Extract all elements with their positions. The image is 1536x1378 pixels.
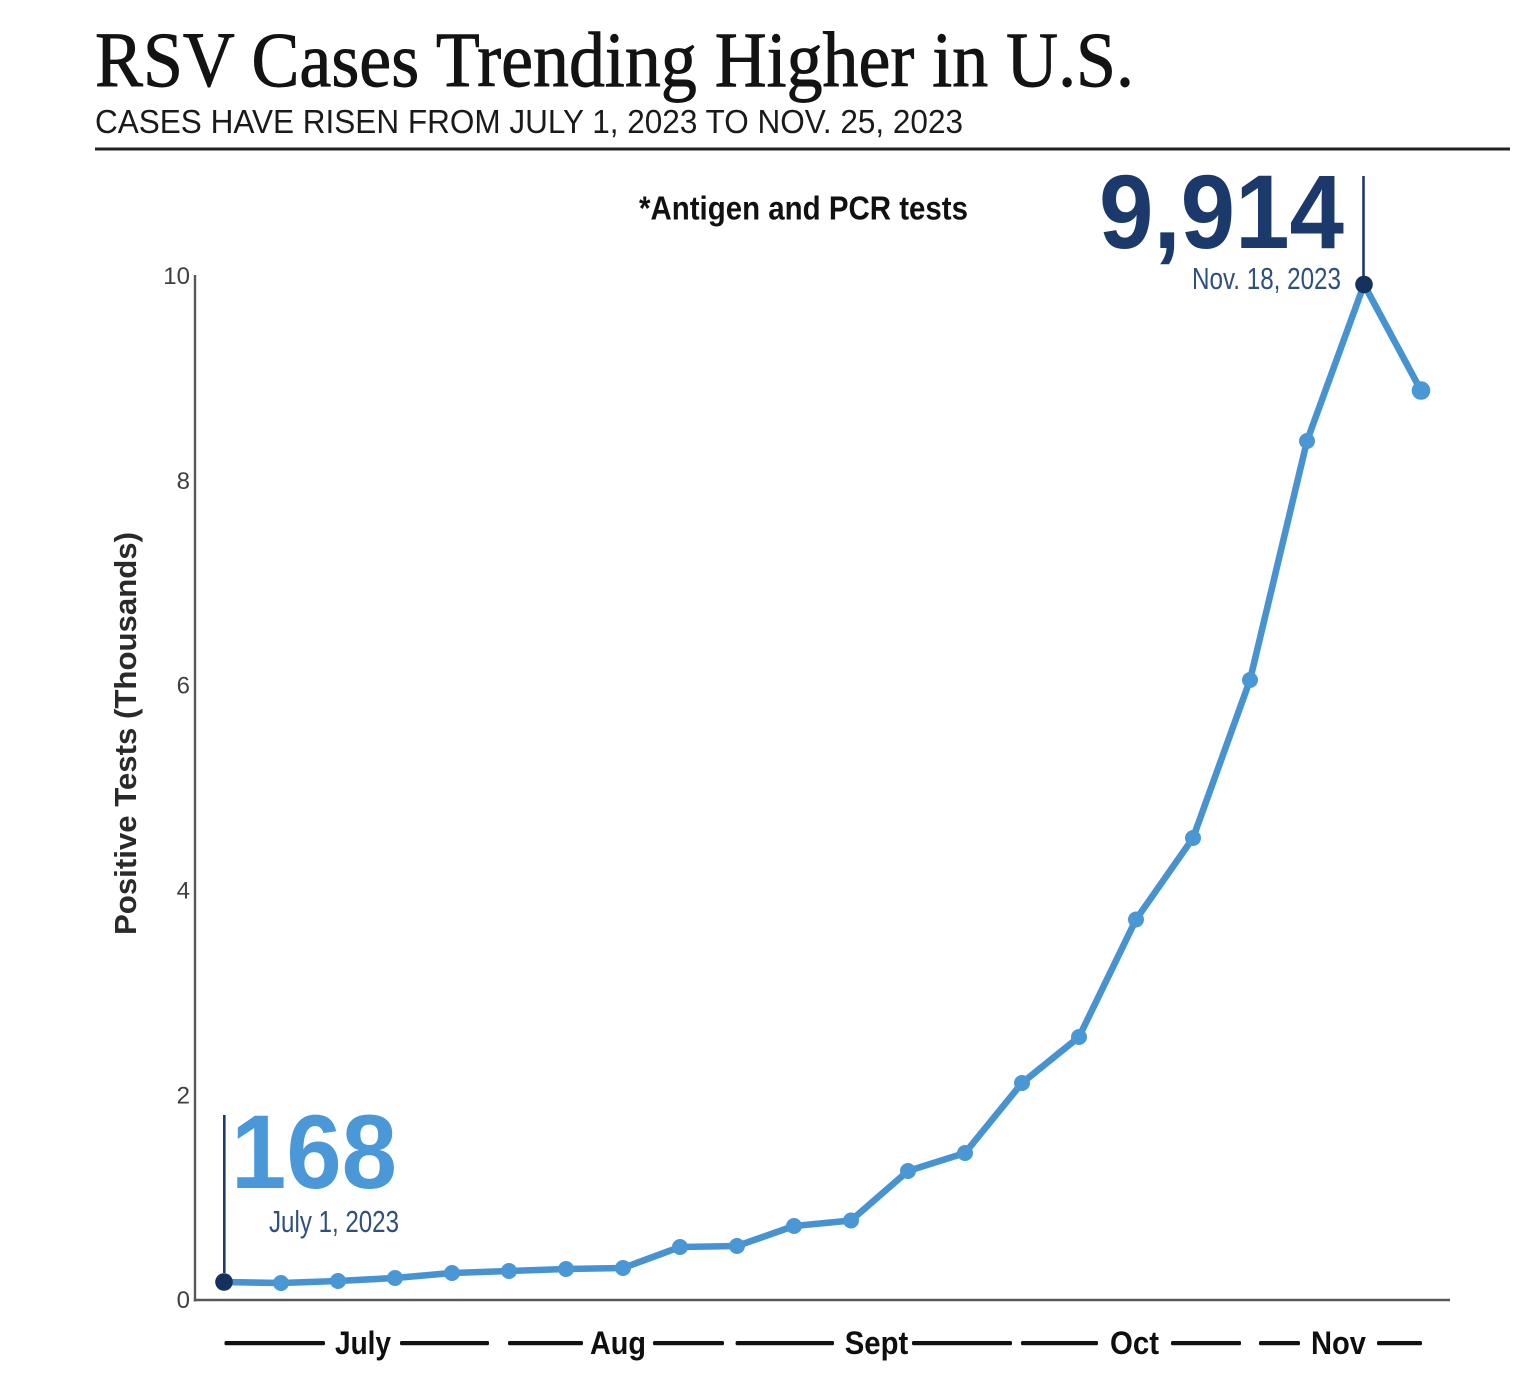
svg-text:Positive Tests (Thousands): Positive Tests (Thousands) — [108, 532, 143, 935]
svg-text:2: 2 — [177, 1082, 190, 1109]
svg-text:Sept: Sept — [845, 1325, 909, 1361]
svg-text:Nov: Nov — [1311, 1325, 1366, 1361]
svg-text:*Antigen and PCR tests: *Antigen and PCR tests — [639, 190, 968, 227]
svg-text:RSV Cases Trending Higher in U: RSV Cases Trending Higher in U.S. — [95, 16, 1134, 103]
svg-text:0: 0 — [177, 1287, 190, 1314]
svg-text:10: 10 — [163, 263, 190, 290]
svg-text:CASES HAVE RISEN FROM JULY 1,: CASES HAVE RISEN FROM JULY 1, 2023 TO NO… — [95, 104, 963, 141]
svg-text:July 1, 2023: July 1, 2023 — [269, 1204, 399, 1239]
svg-text:6: 6 — [177, 673, 190, 700]
svg-text:Aug: Aug — [590, 1325, 646, 1361]
svg-text:168: 168 — [231, 1094, 397, 1211]
svg-text:4: 4 — [177, 878, 190, 905]
svg-text:9,914: 9,914 — [1099, 154, 1344, 271]
svg-text:Oct: Oct — [1110, 1325, 1159, 1361]
svg-text:Nov. 18, 2023: Nov. 18, 2023 — [1192, 261, 1341, 296]
svg-text:8: 8 — [177, 468, 190, 495]
svg-text:July: July — [335, 1325, 391, 1361]
